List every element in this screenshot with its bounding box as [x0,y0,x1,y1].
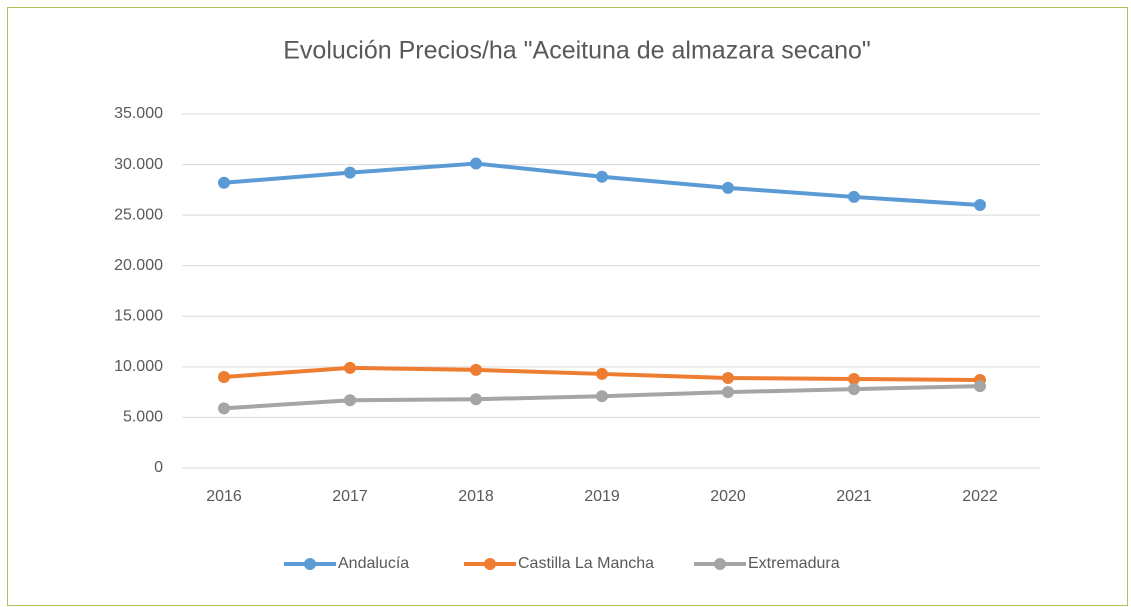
data-point [974,199,986,212]
legend-label: Castilla La Mancha [518,555,654,572]
y-tick-label: 10.000 [114,358,163,375]
data-point [722,181,734,194]
y-tick-label: 5.000 [123,409,163,426]
legend-label: Andalucía [338,555,409,572]
data-point [218,176,230,189]
data-point [470,393,482,406]
x-tick-label: 2017 [332,488,368,505]
data-point [218,402,230,415]
legend-label: Extremadura [748,555,840,572]
data-point [722,371,734,384]
x-tick-label: 2019 [584,488,620,505]
x-tick-label: 2016 [206,488,242,505]
chart-frame [7,7,1128,606]
y-tick-label: 30.000 [114,156,163,173]
y-tick-label: 15.000 [114,308,163,325]
legend-marker [714,558,726,570]
data-point [974,380,986,393]
data-point [344,394,356,407]
y-tick-label: 20.000 [114,257,163,274]
data-point [596,390,608,403]
x-tick-label: 2018 [458,488,494,505]
x-tick-label: 2022 [962,488,998,505]
data-point [596,367,608,380]
data-point [470,363,482,376]
data-point [848,372,860,385]
y-tick-label: 0 [154,459,163,476]
legend-marker [304,558,316,570]
data-point [344,166,356,179]
data-point [848,190,860,203]
data-point [848,383,860,396]
x-tick-label: 2021 [836,488,872,505]
data-point [596,170,608,183]
x-tick-label: 2020 [710,488,746,505]
data-point [218,370,230,383]
chart-title: Evolución Precios/ha "Aceituna de almaza… [283,37,871,65]
y-tick-label: 35.000 [114,105,163,122]
data-point [470,157,482,170]
data-point [344,361,356,374]
legend-marker [484,558,496,570]
data-point [722,386,734,399]
y-tick-label: 25.000 [114,206,163,223]
